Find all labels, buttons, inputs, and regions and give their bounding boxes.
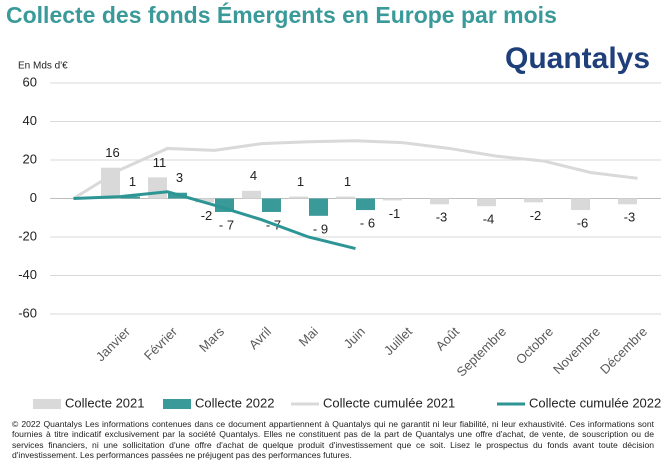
x-tick-label: Juillet: [381, 324, 415, 358]
data-label: 16: [105, 145, 119, 160]
data-label: -6: [577, 215, 589, 230]
chart: Collecte des fonds Émergents en Europe p…: [6, 1, 661, 410]
x-tick-label: Mars: [196, 324, 227, 355]
bar: [121, 196, 140, 199]
bar: [383, 198, 402, 201]
line: [72, 139, 638, 200]
bar: [524, 198, 543, 203]
bar: [477, 198, 496, 207]
x-tick-label: Octobre: [513, 324, 556, 367]
bar: [336, 196, 355, 199]
data-label: -1: [389, 206, 401, 221]
x-tick-label: Avril: [246, 324, 274, 352]
x-tick-label: Septembre: [453, 324, 509, 380]
y-tick-label: 0: [30, 190, 37, 205]
y-tick-label: -60: [18, 305, 37, 320]
x-tick-label: Février: [141, 323, 181, 363]
bar: [148, 177, 167, 199]
data-label: 1: [344, 174, 351, 189]
data-label: 4: [250, 168, 257, 183]
footnote: © 2022 Quantalys Les informations conten…: [12, 419, 654, 461]
data-label: - 7: [219, 217, 234, 232]
y-tick-label: 40: [23, 113, 37, 128]
data-label: - 9: [313, 221, 328, 236]
x-tick-label: Décembre: [597, 324, 650, 377]
x-tick-label: Août: [433, 324, 463, 354]
bar: [430, 198, 449, 205]
legend-label: Collecte cumulée 2022: [529, 395, 661, 410]
y-tick-label: 60: [23, 74, 37, 89]
bar: [101, 167, 120, 199]
x-tick-label: Novembre: [550, 324, 603, 377]
line: [73, 190, 356, 251]
y-tick-label: -40: [18, 267, 37, 282]
y-tick-label: 20: [23, 151, 37, 166]
x-tick-label: Juin: [341, 324, 368, 351]
bar: [262, 198, 281, 212]
legend-label: Collecte 2022: [195, 395, 275, 410]
data-label: -2: [201, 208, 213, 223]
bar: [289, 196, 308, 199]
data-label: 1: [297, 174, 304, 189]
data-label: 11: [153, 155, 167, 170]
data-label: - 6: [360, 215, 375, 230]
data-label: 1: [129, 174, 136, 189]
legend-swatch: [33, 399, 61, 409]
bar: [618, 198, 637, 205]
legend-label: Collecte 2021: [65, 395, 145, 410]
data-label: -3: [436, 210, 448, 225]
chart-title: Collecte des fonds Émergents en Europe p…: [6, 1, 557, 28]
bar: [309, 198, 328, 216]
logo: Quantalys: [505, 42, 650, 75]
bar: [195, 198, 214, 203]
y-axis-label: En Mds d'€: [18, 61, 68, 72]
bar: [356, 198, 375, 211]
legend-swatch: [163, 399, 191, 409]
bar: [242, 190, 261, 199]
x-tick-label: Mai: [296, 324, 321, 349]
data-label: -4: [483, 212, 495, 227]
bar: [571, 198, 590, 211]
legend-label: Collecte cumulée 2021: [323, 395, 455, 410]
data-label: -3: [624, 210, 636, 225]
data-label: 3: [176, 170, 183, 185]
data-label: -2: [530, 208, 542, 223]
x-tick-label: Janvier: [93, 323, 134, 364]
y-tick-label: -20: [18, 228, 37, 243]
